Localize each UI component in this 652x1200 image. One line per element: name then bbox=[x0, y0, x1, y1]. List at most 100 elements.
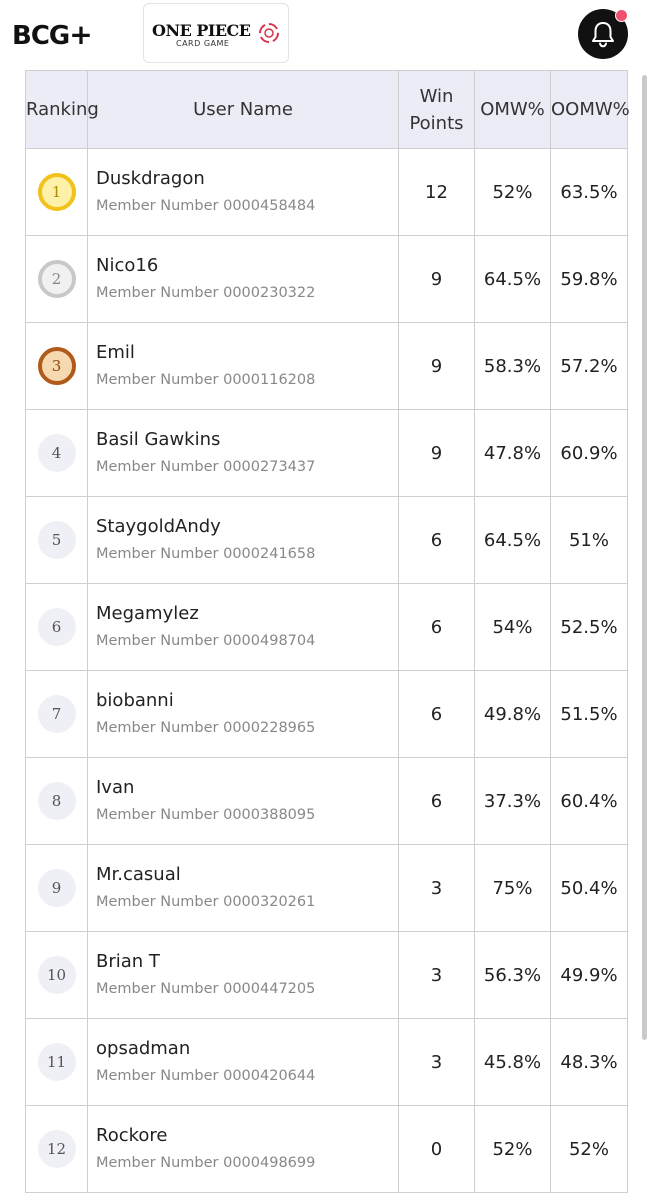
user-name[interactable]: Mr.casual bbox=[96, 864, 181, 885]
member-number: Member Number 0000420644 bbox=[96, 1068, 316, 1084]
user-name[interactable]: Megamylez bbox=[96, 603, 199, 624]
user-name[interactable]: Basil Gawkins bbox=[96, 429, 221, 450]
one-piece-card-game-logo[interactable]: ONE PIECE CARD GAME bbox=[143, 3, 289, 63]
scrollbar[interactable] bbox=[642, 75, 647, 1040]
ranking-cell: 10 bbox=[25, 931, 88, 1019]
win-points-column-header: Win Points bbox=[398, 70, 475, 149]
notification-badge bbox=[615, 9, 628, 22]
rank-badge: 9 bbox=[37, 869, 76, 907]
user-name[interactable]: Duskdragon bbox=[96, 168, 205, 189]
win-points-cell: 9 bbox=[398, 409, 475, 497]
omw-cell: 58.3% bbox=[474, 322, 551, 410]
omw-column-header: OMW% bbox=[474, 70, 551, 149]
table-row[interactable]: 12 Rockore Member Number 0000498699 0 52% 52% bbox=[25, 1105, 628, 1193]
ranking-cell: 5 bbox=[25, 496, 88, 584]
table-row[interactable]: 10 Brian T Member Number 0000447205 3 56.3% 4… bbox=[25, 931, 628, 1019]
ranking-cell: 4 bbox=[25, 409, 88, 497]
user-cell[interactable]: Emil Member Number 0000116208 bbox=[87, 322, 399, 410]
brand-logo-rest: CG bbox=[30, 21, 70, 51]
table-row[interactable]: 4 Basil Gawkins Member Number 0000273437 9 4… bbox=[25, 409, 628, 497]
omw-header-text: OMW% bbox=[480, 99, 545, 120]
user-name[interactable]: Ivan bbox=[96, 777, 135, 798]
game-logo-emblem-icon bbox=[259, 23, 279, 43]
member-number: Member Number 0000116208 bbox=[96, 372, 316, 388]
user-cell[interactable]: Nico16 Member Number 0000230322 bbox=[87, 235, 399, 323]
game-logo-title: ONE PIECE bbox=[152, 21, 251, 40]
rank-badge: 3 bbox=[37, 347, 76, 385]
ranking-cell: 7 bbox=[25, 670, 88, 758]
win-points-cell: 3 bbox=[398, 931, 475, 1019]
omw-cell: 56.3% bbox=[474, 931, 551, 1019]
table-row[interactable]: 3 Emil Member Number 0000116208 9 58.3% 57.2% bbox=[25, 322, 628, 410]
user-name[interactable]: opsadman bbox=[96, 1038, 191, 1059]
table-row[interactable]: 11 opsadman Member Number 0000420644 3 45.8%… bbox=[25, 1018, 628, 1106]
brand-logo-b: B bbox=[12, 21, 32, 51]
ranking-cell: 6 bbox=[25, 583, 88, 671]
table-row[interactable]: 9 Mr.casual Member Number 0000320261 3 75% 50… bbox=[25, 844, 628, 932]
user-cell[interactable]: Brian T Member Number 0000447205 bbox=[87, 931, 399, 1019]
rank-badge: 10 bbox=[37, 956, 76, 994]
omw-cell: 37.3% bbox=[474, 757, 551, 845]
omw-cell: 49.8% bbox=[474, 670, 551, 758]
member-number: Member Number 0000230322 bbox=[96, 285, 316, 301]
user-name[interactable]: Brian T bbox=[96, 951, 160, 972]
user-cell[interactable]: Rockore Member Number 0000498699 bbox=[87, 1105, 399, 1193]
member-number: Member Number 0000320261 bbox=[96, 894, 316, 910]
ranking-header-text: Ranking bbox=[26, 99, 99, 120]
member-number: Member Number 0000241658 bbox=[96, 546, 316, 562]
win-points-cell: 3 bbox=[398, 844, 475, 932]
ranking-cell: 12 bbox=[25, 1105, 88, 1193]
rank-badge: 1 bbox=[37, 173, 76, 211]
user-cell[interactable]: Ivan Member Number 0000388095 bbox=[87, 757, 399, 845]
ranking-cell: 3 bbox=[25, 322, 88, 410]
oomw-cell: 63.5% bbox=[550, 148, 628, 236]
omw-cell: 54% bbox=[474, 583, 551, 671]
bell-icon bbox=[592, 22, 614, 48]
oomw-cell: 51% bbox=[550, 496, 628, 584]
ranking-column-header: Ranking bbox=[25, 70, 99, 149]
user-cell[interactable]: Duskdragon Member Number 0000458484 bbox=[87, 148, 399, 236]
user-cell[interactable]: biobanni Member Number 0000228965 bbox=[87, 670, 399, 758]
user-cell[interactable]: StaygoldAndy Member Number 0000241658 bbox=[87, 496, 399, 584]
user-name[interactable]: Nico16 bbox=[96, 255, 159, 276]
win-points-cell: 12 bbox=[398, 148, 475, 236]
omw-cell: 75% bbox=[474, 844, 551, 932]
user-name[interactable]: biobanni bbox=[96, 690, 174, 711]
win-points-cell: 3 bbox=[398, 1018, 475, 1106]
win-points-cell: 6 bbox=[398, 757, 475, 845]
user-cell[interactable]: Mr.casual Member Number 0000320261 bbox=[87, 844, 399, 932]
table-row[interactable]: 1 Duskdragon Member Number 0000458484 12 52%… bbox=[25, 148, 628, 236]
table-row[interactable]: 8 Ivan Member Number 0000388095 6 37.3% 60.4% bbox=[25, 757, 628, 845]
user-name[interactable]: StaygoldAndy bbox=[96, 516, 221, 537]
table-row[interactable]: 5 StaygoldAndy Member Number 0000241658 6 64… bbox=[25, 496, 628, 584]
user-cell[interactable]: Basil Gawkins Member Number 0000273437 bbox=[87, 409, 399, 497]
rank-badge: 5 bbox=[37, 521, 76, 559]
user-name[interactable]: Rockore bbox=[96, 1125, 168, 1146]
oomw-cell: 52% bbox=[550, 1105, 628, 1193]
omw-cell: 64.5% bbox=[474, 496, 551, 584]
omw-cell: 52% bbox=[474, 1105, 551, 1193]
user-cell[interactable]: Megamylez Member Number 0000498704 bbox=[87, 583, 399, 671]
ranking-cell: 1 bbox=[25, 148, 88, 236]
table-header-row: Ranking User Name Win Points OMW% OOMW% bbox=[25, 70, 630, 149]
ranking-table: Ranking User Name Win Points OMW% OOMW% … bbox=[25, 70, 630, 1193]
oomw-cell: 49.9% bbox=[550, 931, 628, 1019]
rank-badge: 6 bbox=[37, 608, 76, 646]
member-number: Member Number 0000458484 bbox=[96, 198, 316, 214]
rank-badge: 12 bbox=[37, 1130, 76, 1168]
win-points-cell: 9 bbox=[398, 322, 475, 410]
table-row[interactable]: 2 Nico16 Member Number 0000230322 9 64.5% 59.… bbox=[25, 235, 628, 323]
table-row[interactable]: 6 Megamylez Member Number 0000498704 6 54% 52… bbox=[25, 583, 628, 671]
win-points-cell: 9 bbox=[398, 235, 475, 323]
bcg-plus-logo[interactable]: BCG+ bbox=[12, 18, 93, 51]
user-name-header-text: User Name bbox=[193, 99, 293, 120]
user-name[interactable]: Emil bbox=[96, 342, 135, 363]
ranking-cell: 9 bbox=[25, 844, 88, 932]
oomw-header-text: OOMW% bbox=[551, 99, 630, 120]
member-number: Member Number 0000388095 bbox=[96, 807, 316, 823]
win-points-cell: 6 bbox=[398, 496, 475, 584]
table-row[interactable]: 7 biobanni Member Number 0000228965 6 49.8% 5… bbox=[25, 670, 628, 758]
ranking-cell: 8 bbox=[25, 757, 88, 845]
user-cell[interactable]: opsadman Member Number 0000420644 bbox=[87, 1018, 399, 1106]
ranking-cell: 11 bbox=[25, 1018, 88, 1106]
